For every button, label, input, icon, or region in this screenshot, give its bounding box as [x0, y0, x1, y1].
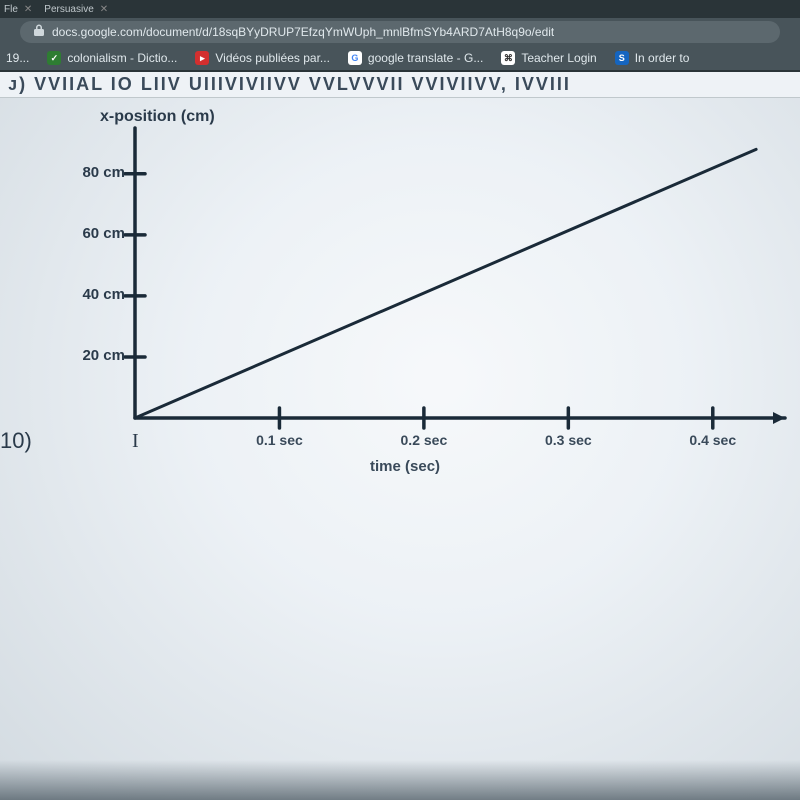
y-tick-label: 40 cm: [65, 286, 125, 303]
bookmark-favicon-icon: ✓: [47, 51, 61, 65]
url-text: docs.google.com/document/d/18sqBYyDRUP7E…: [52, 25, 554, 39]
tab-fragment-2[interactable]: Persuasive ✕: [44, 4, 108, 15]
close-icon[interactable]: ✕: [100, 4, 108, 15]
tab-label: Fle: [4, 4, 18, 15]
bookmark-label: Teacher Login: [521, 51, 596, 65]
bookmark-label: Vidéos publiées par...: [215, 51, 330, 65]
x-tick-label: 0.4 sec: [689, 432, 736, 448]
youtube-favicon-icon: ▸: [195, 51, 209, 65]
x-tick-label: 0.2 sec: [401, 432, 448, 448]
bookmark-item[interactable]: S In order to: [615, 51, 690, 65]
screenshot-root: Fle ✕ Persuasive ✕ docs.google.com/docum…: [0, 0, 800, 800]
browser-tab-strip: Fle ✕ Persuasive ✕: [0, 0, 800, 18]
google-favicon-icon: G: [348, 51, 362, 65]
address-pill[interactable]: docs.google.com/document/d/18sqBYyDRUP7E…: [20, 21, 780, 43]
y-tick-label: 80 cm: [65, 164, 125, 181]
x-axis-title: time (sec): [370, 458, 440, 475]
bookmarks-bar: 19... ✓ colonialism - Dictio... ▸ Vidéos…: [0, 46, 800, 72]
y-tick-label: 20 cm: [65, 347, 125, 364]
bookmark-label: google translate - G...: [368, 51, 483, 65]
bookmark-label: colonialism - Dictio...: [67, 51, 177, 65]
bookmark-label: 19...: [6, 51, 29, 65]
tab-fragment-1[interactable]: Fle ✕: [4, 4, 32, 15]
cutoff-text: ᴊ) VVIIAL IO LIIV UIIIVIVIIVV VVLVVVII V…: [8, 74, 571, 95]
bookmark-label: In order to: [635, 51, 690, 65]
y-tick-label: 60 cm: [65, 225, 125, 242]
photo-bottom-edge: [0, 760, 800, 800]
document-content: 10) x-position (cm) 80 cm 60 cm 40 cm 20…: [0, 98, 800, 800]
s-favicon-icon: S: [615, 51, 629, 65]
text-cursor: I: [132, 430, 139, 453]
address-bar: docs.google.com/document/d/18sqBYyDRUP7E…: [0, 18, 800, 46]
bookmark-item[interactable]: ✓ colonialism - Dictio...: [47, 51, 177, 65]
position-time-chart: x-position (cm) 80 cm 60 cm 40 cm 20 cm …: [70, 108, 790, 488]
chart-svg: [70, 108, 790, 488]
bookmark-item[interactable]: 19...: [6, 51, 29, 65]
bookmark-item[interactable]: ▸ Vidéos publiées par...: [195, 51, 330, 65]
question-number: 10): [0, 428, 32, 454]
bookmark-item[interactable]: ⌘ Teacher Login: [501, 51, 596, 65]
lock-icon: [34, 23, 44, 41]
going-favicon-icon: ⌘: [501, 51, 515, 65]
close-icon[interactable]: ✕: [24, 4, 32, 15]
x-tick-label: 0.3 sec: [545, 432, 592, 448]
bookmark-item[interactable]: G google translate - G...: [348, 51, 483, 65]
tab-label: Persuasive: [44, 4, 93, 15]
x-tick-label: 0.1 sec: [256, 432, 303, 448]
document-cutoff-text: ᴊ) VVIIAL IO LIIV UIIIVIVIIVV VVLVVVII V…: [0, 72, 800, 98]
